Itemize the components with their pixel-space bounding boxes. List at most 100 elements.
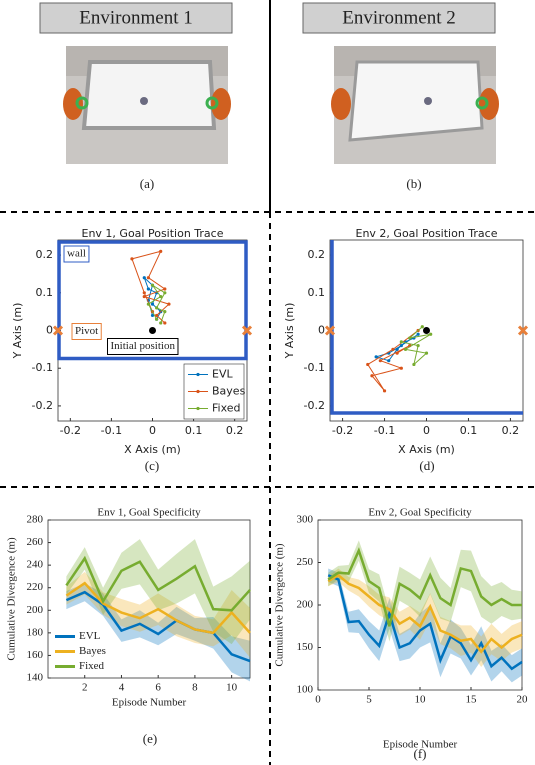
x-tick-label: 0.1: [460, 424, 478, 437]
chart: Env 1, Goal Specificity Episode Number Cum…: [6, 507, 251, 709]
line: [65, 590, 251, 663]
marker: [412, 362, 416, 367]
annotation-box: [107, 338, 179, 355]
photo: [331, 46, 499, 164]
y-tick-label: -0.1: [304, 361, 325, 374]
y-tick-label: 240: [27, 559, 44, 571]
x-tick-label: 0.2: [502, 424, 520, 437]
y-axis-title: Cumulative Divergence (m): [274, 543, 286, 667]
caption: (f): [414, 746, 427, 761]
y-tick-label: 100: [297, 684, 314, 696]
y-tick-label: 0.2: [36, 248, 54, 261]
y-tick-label: -0.2: [32, 399, 53, 412]
y-tick-label: 0.2: [308, 248, 326, 261]
marker: [163, 287, 167, 291]
caption: (a): [140, 176, 154, 191]
pivot-marker: [52, 325, 64, 336]
y-axis-title: Y Axis (m): [283, 303, 296, 360]
marker: [399, 366, 403, 370]
x-tick-label: 6: [155, 682, 161, 694]
header-box: [302, 2, 496, 34]
band: [66, 571, 250, 658]
marker: [150, 313, 155, 318]
legend-swatch: [196, 389, 200, 394]
legend-label: EVL: [212, 368, 233, 381]
line: [401, 326, 431, 366]
marker: [420, 325, 424, 329]
y-tick-label: 250: [297, 556, 314, 568]
x-tick-label: 0: [423, 424, 430, 437]
marker: [163, 310, 167, 314]
marker: [387, 359, 391, 363]
x-tick-label: -0.1: [374, 424, 395, 437]
x-axis-title: X Axis (m): [124, 443, 181, 456]
line: [65, 581, 251, 635]
chart-title: Env 1, Goal Position Trace: [82, 227, 224, 240]
y-tick-label: 0: [318, 324, 325, 337]
chart-title: Env 1, Goal Specificity: [97, 507, 201, 519]
marker: [146, 287, 150, 291]
marker: [366, 362, 370, 367]
caption: (e): [143, 731, 157, 746]
marker: [374, 355, 378, 359]
pivot-marker: [241, 325, 253, 336]
marker: [382, 389, 387, 393]
y-tick-label: 160: [27, 649, 44, 661]
y-tick-label: 200: [297, 599, 314, 611]
y-tick-label: 150: [297, 641, 314, 653]
x-tick-label: 0: [149, 424, 156, 437]
x-tick-label: 20: [517, 694, 529, 706]
y-tick-label: 220: [27, 581, 44, 593]
legend-label: EVL: [79, 630, 101, 642]
marker: [155, 306, 159, 310]
marker: [429, 332, 433, 336]
y-tick-label: 300: [297, 514, 314, 526]
annotation-box: [63, 245, 90, 263]
y-tick-label: 0.1: [308, 286, 326, 299]
plot-area: [47, 519, 251, 679]
chart: Env 2, Goal Position Trace X Axis (m) Y Ax…: [283, 227, 529, 456]
marker: [416, 343, 420, 348]
line: [131, 250, 170, 324]
marker: [159, 321, 163, 325]
marker: [155, 317, 159, 321]
band: [66, 539, 250, 645]
wall: [57, 240, 248, 361]
pivot-marker: [324, 325, 336, 336]
y-tick-label: 180: [27, 626, 44, 638]
line: [327, 547, 522, 627]
header-box: [39, 2, 233, 34]
marker: [403, 347, 408, 351]
caption: (d): [419, 458, 434, 473]
y-axis-title: Cumulative Divergence (m): [6, 537, 18, 661]
marker: [391, 347, 395, 351]
marker: [167, 302, 171, 306]
x-axis-title: Episode Number: [383, 739, 458, 751]
pivot-marker: [517, 325, 529, 336]
marker: [142, 294, 146, 299]
marker: [370, 374, 374, 378]
x-axis-title: X Axis (m): [398, 443, 455, 456]
x-tick-label: -0.2: [60, 424, 81, 437]
marker: [163, 321, 167, 325]
y-tick-label: 0: [46, 324, 53, 337]
wall: [330, 240, 523, 415]
marker: [142, 291, 146, 295]
marker: [150, 283, 155, 287]
caption: (b): [406, 176, 421, 191]
marker: [146, 276, 150, 280]
marker: [163, 291, 167, 295]
x-axis-title: Episode Number: [112, 697, 187, 709]
legend-label: Bayes: [212, 385, 246, 398]
marker: [130, 257, 134, 261]
y-tick-label: 0.1: [36, 286, 54, 299]
marker: [159, 294, 163, 299]
marker: [159, 249, 163, 253]
marker: [416, 332, 420, 336]
line: [65, 555, 251, 612]
band: [328, 540, 522, 642]
legend-label: Fixed: [79, 660, 105, 672]
marker: [399, 343, 403, 348]
y-axis-title: Y Axis (m): [11, 303, 24, 360]
